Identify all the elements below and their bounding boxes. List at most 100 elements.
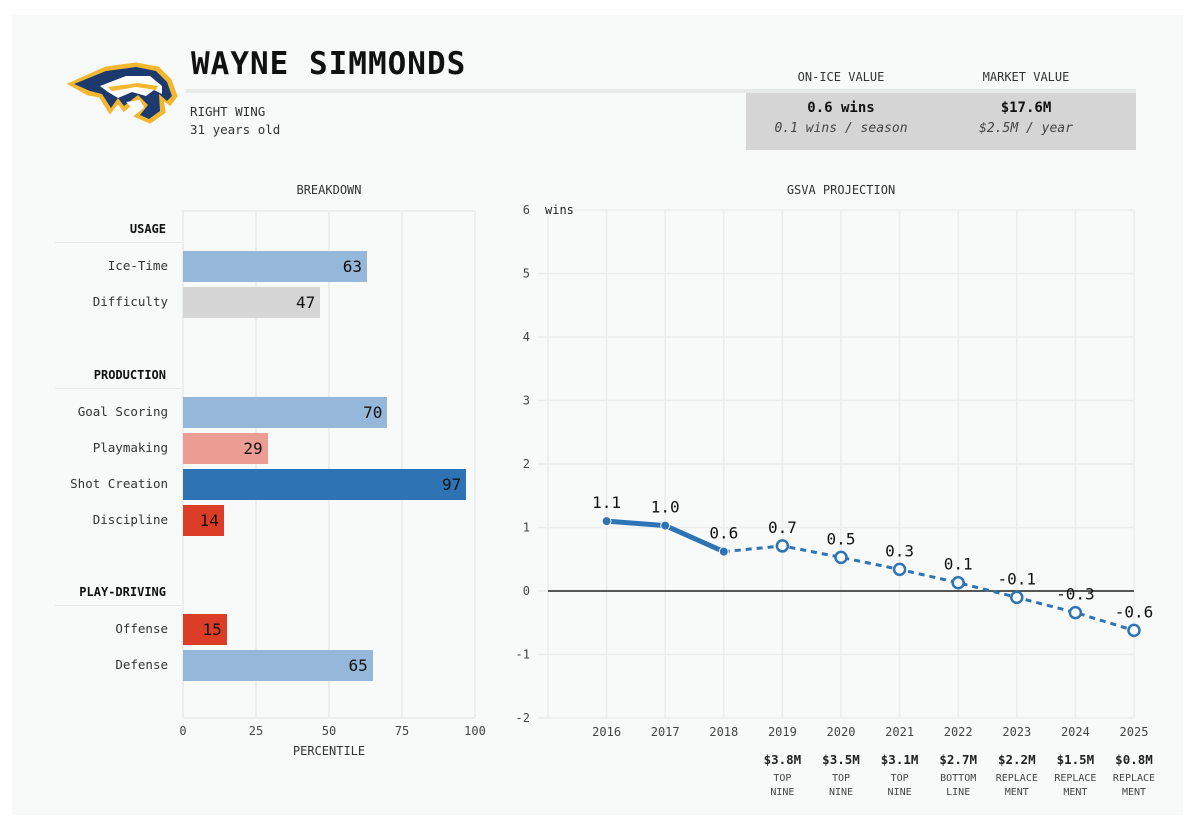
gsva-point-label: -0.6 (1115, 602, 1154, 621)
breakdown-bar-value: 14 (199, 511, 219, 530)
breakdown-x-tick: 75 (394, 724, 410, 738)
header-divider (186, 89, 1136, 93)
breakdown-row-label: Difficulty (92, 294, 168, 309)
breakdown-group-rule (55, 242, 182, 243)
breakdown-bottom-border (183, 717, 475, 719)
gsva-x-tick: 2022 (944, 725, 973, 739)
breakdown-row-label: Shot Creation (70, 476, 168, 491)
gsva-projected-tier: MENT (1005, 787, 1029, 798)
breakdown-group-rule (55, 605, 182, 606)
player-age: 31 years old (190, 122, 281, 137)
gsva-projected-salary: $0.8M (1115, 752, 1153, 767)
breakdown-row-label: Goal Scoring (77, 404, 168, 419)
gsva-y-tick: -1 (516, 648, 530, 662)
gsva-point-label: 0.3 (885, 541, 914, 560)
gsva-y-tick: -2 (516, 711, 530, 725)
gsva-projected-tier: REPLACE (996, 773, 1038, 784)
gsva-projected-tier: NINE (829, 787, 853, 798)
gsva-y-tick: 1 (523, 521, 530, 535)
gsva-projected-salary: $3.5M (822, 752, 860, 767)
gsva-point-label: 0.6 (709, 524, 738, 543)
gsva-y-tick: 5 (523, 267, 530, 281)
gsva-actual-point (718, 546, 729, 557)
gsva-projected-salary: $1.5M (1057, 752, 1095, 767)
breakdown-bar (183, 251, 367, 282)
gsva-x-tick: 2020 (827, 725, 856, 739)
gsva-point-label: 1.0 (651, 498, 680, 517)
gsva-projected-salary: $3.1M (881, 752, 919, 767)
breakdown-gridline (474, 210, 476, 717)
breakdown-bar (183, 469, 467, 500)
value-summary-box (746, 93, 1136, 150)
gsva-projected-point (892, 562, 907, 577)
gsva-projected-point (951, 575, 965, 590)
gsva-point-label: 1.1 (592, 493, 621, 512)
gsva-y-axis-label: wins (545, 203, 574, 217)
gsva-point-label: 0.1 (944, 555, 973, 574)
gsva-y-tick: 2 (523, 457, 530, 471)
gsva-y-tick: 4 (523, 330, 530, 344)
gsva-projected-point (775, 539, 790, 553)
gsva-title: GSVA PROJECTION (786, 183, 896, 197)
on-ice-value-rate: 0.1 wins / season (774, 121, 908, 136)
gsva-x-tick: 2017 (651, 725, 680, 739)
breakdown-x-tick: 100 (464, 724, 486, 738)
breakdown-bar-value: 15 (202, 620, 222, 639)
gsva-projected-salary: $2.2M (998, 752, 1036, 767)
gsva-projected-tier: NINE (770, 787, 794, 798)
breakdown-x-tick: 50 (321, 724, 337, 738)
gsva-x-tick: 2019 (768, 725, 797, 739)
gsva-projected-tier: TOP (773, 773, 791, 784)
gsva-projected-tier: REPLACE (1113, 773, 1155, 784)
breakdown-gridline (328, 210, 330, 717)
gsva-projected-tier: TOP (832, 773, 850, 784)
breakdown-gridline (401, 210, 403, 717)
breakdown-group-label: USAGE (129, 222, 166, 236)
gsva-projected-tier: LINE (946, 787, 970, 798)
gsva-x-tick: 2016 (592, 725, 621, 739)
breakdown-bar-value: 63 (342, 257, 362, 276)
breakdown-bar (183, 505, 224, 536)
market-value-label: MARKET VALUE (982, 70, 1070, 84)
team-logo-icon (66, 62, 178, 124)
breakdown-row-label: Offense (115, 621, 168, 636)
breakdown-group-label: PLAY-DRIVING (79, 585, 166, 599)
breakdown-bar-value: 29 (243, 439, 263, 458)
breakdown-x-axis-label: PERCENTILE (292, 744, 366, 758)
gsva-x-tick: 2024 (1061, 725, 1090, 739)
gsva-projected-point (1068, 605, 1083, 620)
gsva-projected-point (1127, 623, 1141, 638)
breakdown-bar (183, 397, 388, 428)
gsva-projected-tier: TOP (891, 773, 909, 784)
gsva-projected-tier: REPLACE (1054, 773, 1096, 784)
breakdown-row-label: Playmaking (92, 440, 168, 455)
breakdown-x-tick: 0 (179, 724, 187, 738)
market-value-total: $17.6M (1000, 100, 1052, 116)
on-ice-value-total: 0.6 wins (807, 100, 875, 116)
breakdown-bar (183, 614, 227, 645)
breakdown-bar-value: 47 (295, 293, 316, 312)
gsva-actual-point (660, 520, 671, 531)
gsva-x-tick: 2021 (885, 725, 914, 739)
breakdown-row-label: Ice-Time (107, 258, 168, 273)
market-value-rate: $2.5M / year (979, 121, 1073, 136)
gsva-projected-tier: BOTTOM (940, 773, 976, 784)
breakdown-group-rule (55, 388, 182, 389)
gsva-y-tick: 0 (523, 584, 530, 598)
breakdown-row-label: Discipline (92, 512, 168, 527)
gsva-projected-tier: NINE (888, 787, 912, 798)
breakdown-group-label: PRODUCTION (93, 368, 166, 382)
gsva-point-label: -0.3 (1056, 585, 1095, 604)
breakdown-bar (183, 650, 373, 681)
gsva-point-label: 0.5 (827, 529, 856, 548)
gsva-point-label: -0.1 (998, 569, 1037, 588)
breakdown-title: BREAKDOWN (296, 183, 362, 197)
player-position: RIGHT WING (190, 104, 266, 119)
breakdown-top-border (183, 210, 475, 212)
gsva-ylabel-bg (538, 202, 574, 216)
gsva-x-tick: 2018 (709, 725, 738, 739)
gsva-projected-point (834, 550, 848, 565)
breakdown-bar-value: 70 (363, 403, 383, 422)
gsva-x-tick: 2023 (1002, 725, 1031, 739)
gsva-point-label: 0.7 (768, 518, 797, 537)
